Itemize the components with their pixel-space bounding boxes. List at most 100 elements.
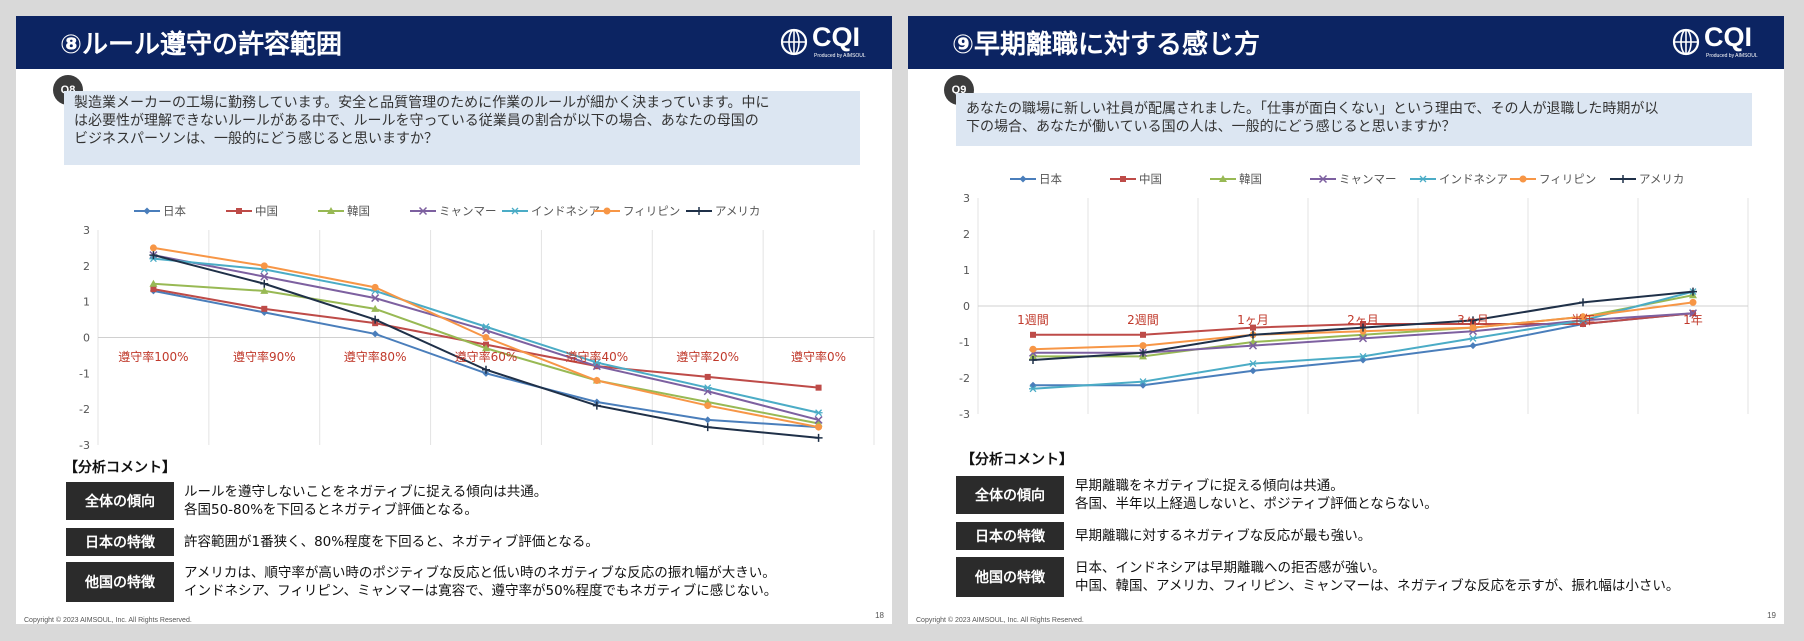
legend: 日本 中国 韓国 ミャンマー インドネシア フィリピン アメリカ xyxy=(134,204,760,218)
y-tick-label: -3 xyxy=(79,439,90,452)
data-point xyxy=(1359,323,1367,332)
comment-overall-trend: 早期離職をネガティブに捉える傾向は共通。 各国、半年以上経過しないと、ポジティブ… xyxy=(1075,478,1438,512)
legend-marker xyxy=(1419,175,1427,183)
data-point xyxy=(149,244,157,252)
y-tick-label: 0 xyxy=(83,332,90,345)
legend-item: アメリカ xyxy=(686,204,760,218)
data-point xyxy=(703,423,712,432)
page-number: 18 xyxy=(875,611,884,620)
comment-overall-trend: ルールを遵守しないことをネガティブに捉える傾向は共通。 各国50-80%を下回る… xyxy=(184,484,548,518)
slide-header: ⑧ルール遵守の許容範囲 CQI Produced by AIMSOUL xyxy=(16,16,892,69)
category-label: 遵守率20% xyxy=(676,349,739,364)
line-chart-early-resignation: 3 2 1 0 -1 -2 -3 日本 中国 韓国 ミャンマー インドネシア フィリピン アメリカ 1週間 2… xyxy=(959,172,1749,421)
category-label: 遵守率0% xyxy=(791,349,846,364)
legend-label: 中国 xyxy=(1139,172,1162,186)
data-point xyxy=(1469,342,1477,350)
comment-other-countries: 日本、インドネシアは早期離職への拒否感が強い。 中国、韓国、アメリカ、フィリピン… xyxy=(1075,560,1680,594)
data-point xyxy=(149,251,158,260)
question-box: あなたの職場に新しい社員が配属されました。「仕事が面白くない」という理由で、その… xyxy=(956,93,1752,146)
data-point xyxy=(1359,352,1367,360)
y-tick-label: -3 xyxy=(959,408,970,421)
comment-japan-feature: 早期離職に対するネガティブな反応が最も強い。 xyxy=(1075,528,1372,544)
tag-overall-trend: 全体の傾向 xyxy=(956,476,1064,514)
data-point xyxy=(592,359,601,367)
data-point xyxy=(371,330,379,338)
data-point xyxy=(371,304,380,312)
series xyxy=(1029,287,1697,364)
legend-marker xyxy=(603,207,611,215)
question-box: 製造業メーカーの工場に勤務しています。安全と品質管理のために作業のルールが細かく… xyxy=(64,91,860,165)
data-point xyxy=(1469,316,1477,325)
y-tick-label: 3 xyxy=(963,192,970,205)
legend-label: インドネシア xyxy=(1439,172,1508,186)
data-point xyxy=(815,384,822,391)
legend-label: 日本 xyxy=(163,204,186,218)
legend-label: アメリカ xyxy=(1639,172,1684,186)
legend-marker xyxy=(143,207,151,215)
series xyxy=(149,244,823,431)
data-point xyxy=(482,344,490,352)
comment-japan-feature: 許容範囲が1番狭く、80%程度を下回ると、ネガティブ評価となる。 xyxy=(184,534,599,550)
legend-label: フィリピン xyxy=(1539,172,1596,186)
gridlines xyxy=(97,230,875,445)
series xyxy=(1029,288,1697,393)
legend-marker xyxy=(1019,175,1027,183)
data-point xyxy=(371,315,380,324)
copyright: Copyright © 2023 AIMSOUL, Inc. All Right… xyxy=(24,617,192,624)
legend-item: 中国 xyxy=(226,204,278,218)
legend-label: ミャンマー xyxy=(439,204,497,218)
tag-japan-feature: 日本の特徴 xyxy=(66,528,174,556)
data-point xyxy=(371,294,380,303)
y-tick-label: 3 xyxy=(83,224,90,237)
y-axis: 3 2 1 0 -1 -2 -3 xyxy=(959,192,970,421)
legend-item: アメリカ xyxy=(1610,172,1684,186)
question-line: は必要性が理解できないルールがある中で、ルールを守っている従業員の割合が以下の場… xyxy=(74,113,759,129)
y-tick-label: 1 xyxy=(963,264,970,277)
series xyxy=(149,255,823,417)
data-point xyxy=(1469,334,1477,342)
data-point xyxy=(150,286,157,293)
legend-item: 韓国 xyxy=(1210,172,1262,186)
data-point xyxy=(1688,309,1698,318)
analysis-title: 【分析コメント】 xyxy=(961,452,1073,468)
data-point xyxy=(704,416,712,424)
legend-marker xyxy=(327,207,335,214)
logo-text: CQI xyxy=(1704,22,1753,52)
legend-marker xyxy=(236,208,242,214)
data-point xyxy=(814,433,823,442)
logo-text: CQI xyxy=(812,22,861,52)
legend-item: ミャンマー xyxy=(410,204,497,218)
legend-marker xyxy=(1318,174,1328,184)
data-point xyxy=(704,373,711,380)
data-point xyxy=(1249,360,1257,368)
globe-icon xyxy=(780,28,808,56)
data-point xyxy=(1580,321,1586,327)
y-axis: 3 2 1 0 -1 -2 -3 xyxy=(79,224,90,452)
legend-item: フィリピン xyxy=(1510,172,1596,186)
legend-label: ミャンマー xyxy=(1339,172,1397,186)
cqi-logo: CQI Produced by AIMSOUL xyxy=(1672,22,1762,62)
legend-label: フィリピン xyxy=(623,204,680,218)
data-point xyxy=(1139,342,1147,350)
legend-marker xyxy=(418,206,428,216)
category-label: 1年 xyxy=(1683,313,1703,327)
legend-label: アメリカ xyxy=(715,204,760,218)
data-point xyxy=(704,402,712,410)
legend-marker xyxy=(1120,176,1126,182)
category-label: 2週間 xyxy=(1127,313,1159,327)
y-tick-label: 2 xyxy=(963,228,970,241)
slide-title: ⑨早期離職に対する感じ方 xyxy=(952,30,1261,60)
legend-marker xyxy=(1219,175,1227,182)
tag-overall-trend: 全体の傾向 xyxy=(66,482,174,520)
data-point xyxy=(815,423,823,431)
legend-label: インドネシア xyxy=(531,204,600,218)
data-point xyxy=(1689,298,1697,306)
category-label: 遵守率90% xyxy=(233,349,296,364)
y-tick-label: 1 xyxy=(83,296,90,309)
y-tick-label: 0 xyxy=(963,300,970,313)
data-point xyxy=(482,334,490,341)
data-point xyxy=(261,305,268,312)
legend-item: インドネシア xyxy=(502,204,600,218)
data-point xyxy=(1689,287,1697,296)
data-point xyxy=(1358,334,1368,343)
